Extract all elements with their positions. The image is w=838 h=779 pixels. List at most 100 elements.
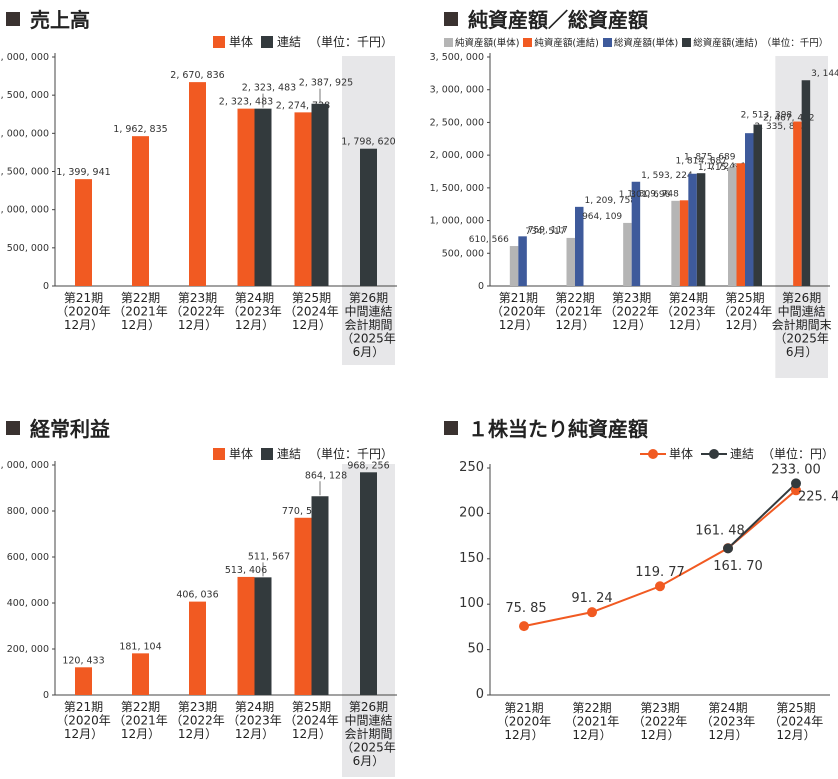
bar xyxy=(294,112,312,286)
legend-swatch-consolidated xyxy=(261,35,274,48)
x-tick-label: 12月） xyxy=(725,318,764,332)
x-tick-label: （2022年 xyxy=(170,305,225,319)
y-tick-label: 0 xyxy=(43,690,49,701)
bar xyxy=(753,124,762,286)
bar xyxy=(801,80,811,286)
data-label: 75. 85 xyxy=(505,601,546,616)
netassets-title-text: 純資産額／総資産額 xyxy=(468,8,648,32)
data-label: 406, 036 xyxy=(176,590,218,601)
legend-label-total-consolidated: 総資産額(連結) xyxy=(693,38,758,49)
y-tick-label: 150 xyxy=(459,551,484,566)
x-tick-label: 12月） xyxy=(776,728,815,742)
legend-item-total-consolidated: 総資産額(連結) xyxy=(682,35,758,49)
y-tick-label: 500, 000 xyxy=(7,243,49,254)
x-tick-label: 第23期 xyxy=(178,291,217,305)
x-tick-label: （2023年 xyxy=(701,715,756,729)
bar xyxy=(294,517,312,695)
x-tick-label: （2023年 xyxy=(227,714,282,728)
data-label: 3, 144, 673 xyxy=(811,69,838,79)
series-point xyxy=(791,485,801,496)
data-label: 1, 209, 758 xyxy=(585,196,637,206)
y-tick-label: 0 xyxy=(476,687,484,702)
series-point xyxy=(723,543,733,554)
series-point xyxy=(655,581,665,592)
panel-sales: 売上高 単体 連結 （単位：千円） 0 500, 000 1, 000, 000 1,… xyxy=(0,0,420,380)
x-tick-label: （2024年 xyxy=(718,305,773,319)
data-label: 1, 399, 941 xyxy=(56,167,110,178)
x-tick-label: 6月） xyxy=(353,345,385,359)
y-tick-label: 1, 500, 000 xyxy=(0,167,49,178)
x-tick-label: 12月） xyxy=(708,728,747,742)
legend-item-net-consolidated: 純資産額(連結) xyxy=(523,35,599,49)
bar xyxy=(671,200,680,286)
x-tick-label: （2020年 xyxy=(491,305,546,319)
x-tick-label: 第25期 xyxy=(725,291,764,305)
y-tick-label: 2, 000, 000 xyxy=(0,128,49,139)
legend-item-consolidated: 連結 xyxy=(261,33,301,50)
x-tick-label: （2023年 xyxy=(661,305,716,319)
panel-bps: １株当たり純資産額 単体 連結 （単位：円） 0 50 100 150 200 250 75… xyxy=(420,405,838,779)
bar xyxy=(575,206,584,286)
x-tick-label: 中間連結 xyxy=(344,713,392,728)
legend-item-single: 単体 xyxy=(213,445,253,462)
bps-chart: 0 50 100 150 200 250 75. 85 91. 24 119. 77 161. 7… xyxy=(459,460,838,742)
x-tick-label: 12月） xyxy=(292,727,331,741)
data-label: 2, 323, 483 xyxy=(219,97,273,108)
legend-swatch-net-consolidated xyxy=(523,37,533,47)
y-tick-label: 50 xyxy=(467,642,484,657)
y-tick-label: 250 xyxy=(459,460,484,475)
legend-swatch-total-single xyxy=(602,37,612,47)
bar xyxy=(679,200,689,286)
data-label: 734, 517 xyxy=(525,227,565,237)
x-tick-label: 第21期 xyxy=(64,291,103,305)
y-tick-label: 3, 000, 000 xyxy=(430,85,484,96)
legend-line-consolidated-icon xyxy=(701,448,728,460)
legend-swatch-total-consolidated xyxy=(682,37,692,47)
data-label: 225. 43 xyxy=(798,489,838,504)
x-tick-label: （2022年 xyxy=(604,305,659,319)
x-tick-label: 第22期 xyxy=(572,701,611,715)
x-tick-label: 第24期 xyxy=(235,700,274,714)
x-tick-label: 12月） xyxy=(64,318,103,332)
x-tick-label: （2021年 xyxy=(565,715,620,729)
legend-item-single: 単体 xyxy=(213,33,253,50)
legend-label-net-single: 純資産額(単体) xyxy=(455,38,520,49)
legend-unit: （単位：千円） xyxy=(309,447,394,461)
sales-title-text: 売上高 xyxy=(30,8,90,32)
series-point xyxy=(519,621,529,632)
data-label: 91. 24 xyxy=(571,591,612,606)
x-tick-label: 12月） xyxy=(499,318,538,332)
data-label: 770, 555 xyxy=(282,506,324,517)
x-tick-label: 12月） xyxy=(235,318,274,332)
x-tick-label: （2021年 xyxy=(113,305,168,319)
bps-title-text: １株当たり純資産額 xyxy=(468,417,648,441)
bar xyxy=(566,237,575,286)
data-label: 1, 715, 609 xyxy=(698,163,750,173)
data-label: 119. 77 xyxy=(635,565,685,580)
data-label: 2, 670, 836 xyxy=(170,70,224,81)
bar xyxy=(237,108,255,286)
y-tick-label: 2, 000, 000 xyxy=(430,150,484,161)
bar xyxy=(237,576,255,695)
x-tick-label: 12月） xyxy=(178,727,217,741)
title-square-icon xyxy=(6,11,20,26)
legend-item-total-single: 総資産額(単体) xyxy=(602,35,679,49)
data-label: 233. 00 xyxy=(771,462,821,477)
y-tick-label: 1, 500, 000 xyxy=(430,183,484,194)
bar xyxy=(728,167,737,286)
data-label: 964, 109 xyxy=(582,212,622,222)
x-tick-label: 12月） xyxy=(504,728,543,742)
x-tick-label: 12月） xyxy=(669,318,708,332)
x-tick-label: 12月） xyxy=(640,728,679,742)
x-tick-label: 第23期 xyxy=(178,700,217,714)
data-label: 513, 406 xyxy=(225,565,267,576)
data-label: 181, 104 xyxy=(119,641,161,652)
legend-label-total-single: 総資産額(単体) xyxy=(613,38,679,49)
bar xyxy=(509,246,519,286)
series-line xyxy=(727,482,797,550)
data-label: 2, 335, 872 xyxy=(755,122,807,132)
y-tick-label: 200, 000 xyxy=(7,644,49,655)
y-tick-label: 100 xyxy=(459,596,484,611)
data-label: 2, 513, 398 xyxy=(741,111,793,121)
sales-legend: 単体 連結 （単位：千円） xyxy=(213,33,393,50)
